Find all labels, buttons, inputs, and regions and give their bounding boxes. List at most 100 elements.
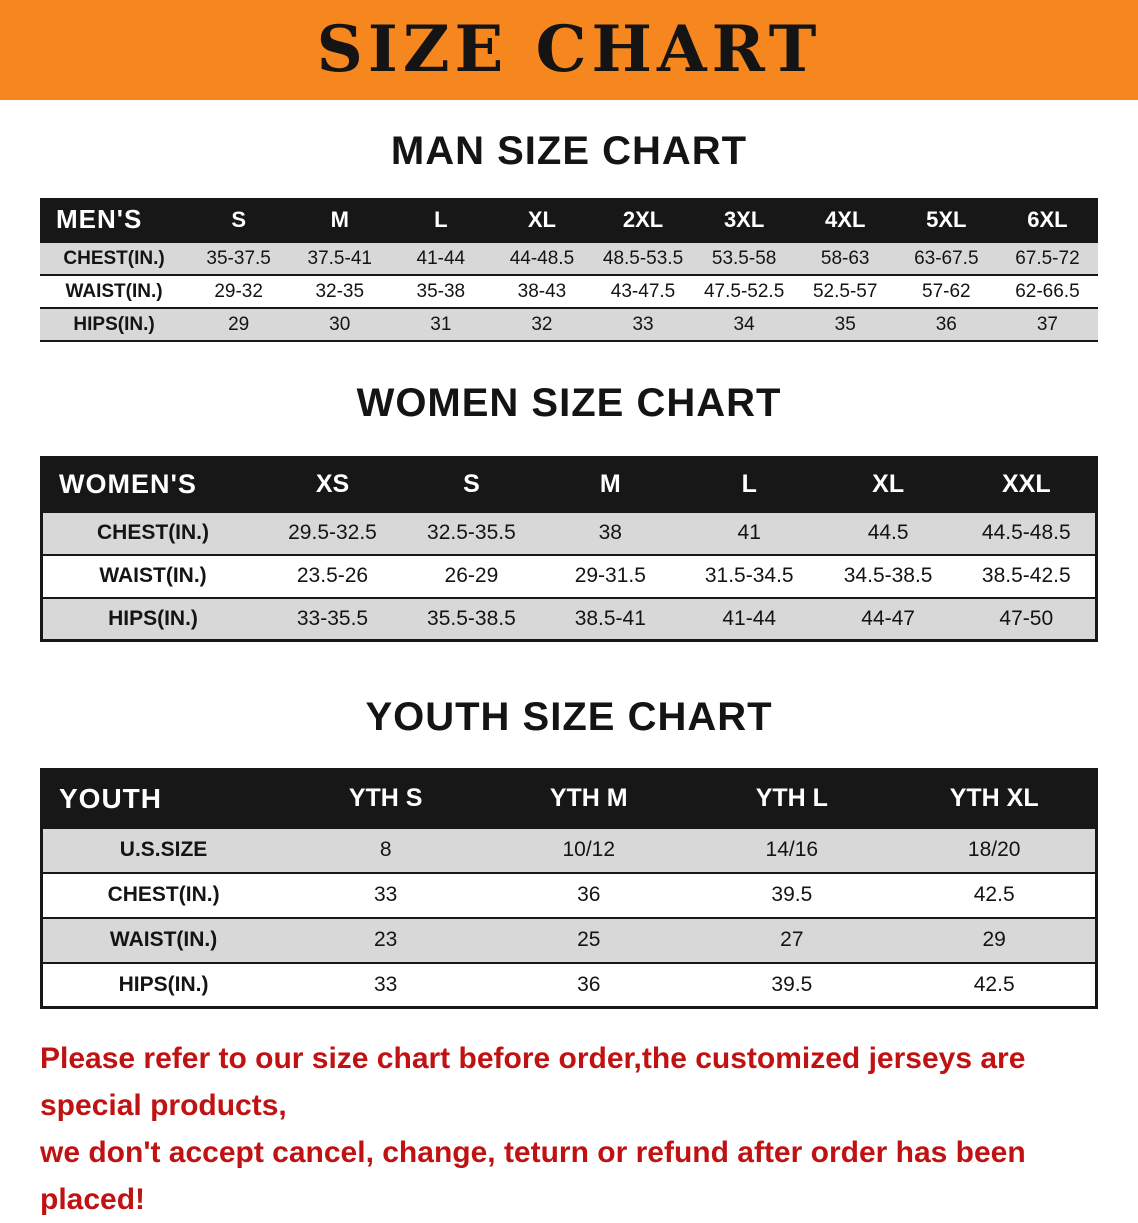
- measurement-value: 10/12: [562, 838, 616, 861]
- measurement-value: 32.5-35.5: [427, 521, 516, 544]
- measurement-label: HIPS(IN.): [118, 972, 209, 996]
- disclaimer-note: Please refer to our size chart before or…: [40, 1035, 1098, 1223]
- measurement-value: 37.5-41: [307, 247, 372, 269]
- measurement-value: 44-48.5: [509, 247, 575, 269]
- measurement-value: 29: [228, 313, 250, 335]
- measurement-value: 47.5-52.5: [703, 280, 785, 302]
- size-column-header: XL: [491, 198, 593, 242]
- measurement-value: 53.5-58: [711, 247, 777, 269]
- youth-size-table: YOUTH YTH S YTH M YTH L YTH XL U.S.SIZE 8 10/12…: [40, 768, 1098, 1009]
- size-column-header: 6XL: [996, 198, 1098, 242]
- youth-size-chart-heading: YOUTH SIZE CHART: [365, 695, 773, 739]
- measurement-value: 31.5-34.5: [704, 564, 794, 587]
- size-column-header: M: [289, 198, 391, 242]
- measurement-value: 23: [374, 928, 398, 951]
- measurement-value: 32: [531, 313, 553, 335]
- measurement-value: 63-67.5: [914, 247, 979, 269]
- size-column-header: 2XL: [592, 198, 694, 242]
- measurement-value: 29: [982, 928, 1006, 951]
- size-column-header: L: [679, 457, 819, 512]
- measurement-value: 36: [935, 313, 957, 335]
- measurement-label: WAIST(IN.): [99, 564, 207, 587]
- measurement-value: 31: [430, 313, 452, 335]
- size-column-header: YTH L: [690, 769, 894, 828]
- measurement-value: 43-47.5: [610, 280, 676, 302]
- measurement-value: 18/20: [967, 838, 1021, 861]
- measurement-label: HIPS(IN.): [73, 313, 155, 335]
- measurement-value: 33-35.5: [296, 606, 369, 630]
- table-title-cell: MEN'S: [40, 198, 189, 242]
- measurement-row: WAIST(IN.) 23 25 27 29: [41, 917, 1097, 963]
- measurement-row: U.S.SIZE 8 10/12 14/16 18/20: [41, 827, 1097, 873]
- size-column-header: S: [188, 198, 290, 242]
- disclaimer-line-2: we don't accept cancel, change, teturn o…: [40, 1136, 1026, 1216]
- measurement-value: 67.5-72: [1015, 247, 1080, 269]
- measurement-row: WAIST(IN.) 29-32 32-35 35-38 38-43 43-47.5 47.…: [40, 275, 1098, 308]
- measurement-value: 47-50: [999, 606, 1054, 630]
- man-size-table: MEN'S S M L XL 2XL 3XL 4XL 5XL 6XL CHEST(IN.) 35-37…: [40, 198, 1098, 342]
- measurement-value: 57-62: [922, 280, 971, 302]
- measurement-value: 27: [780, 928, 804, 951]
- measurement-value: 41-44: [416, 247, 466, 269]
- measurement-value: 44-47: [861, 606, 915, 630]
- measurement-label: HIPS(IN.): [108, 606, 198, 630]
- measurement-value: 36: [577, 972, 601, 996]
- size-column-header: XS: [263, 457, 402, 512]
- measurement-value: 44.5-48.5: [981, 521, 1071, 544]
- measurement-value: 26-29: [444, 564, 499, 587]
- measurement-value: 38.5-41: [574, 606, 646, 630]
- measurement-value: 42.5: [973, 883, 1015, 906]
- measurement-row: CHEST(IN.) 35-37.5 37.5-41 41-44 44-48.5 48.5…: [40, 242, 1098, 275]
- man-size-chart-section: MAN SIZE CHART MEN'S S M L XL 2XL 3XL 4XL 5XL 6XL…: [0, 130, 1138, 342]
- measurement-row: CHEST(IN.) 33 36 39.5 42.5: [41, 872, 1097, 918]
- measurement-value: 38-43: [517, 280, 567, 302]
- women-size-chart-section: WOMEN SIZE CHART WOMEN'S XS S M L XL XXL CHEST(…: [0, 382, 1138, 642]
- measurement-row: CHEST(IN.) 29.5-32.5 32.5-35.5 38 41 44.5 44.5…: [41, 511, 1097, 555]
- measurement-value: 14/16: [765, 838, 819, 861]
- measurement-value: 23.5-26: [296, 564, 369, 587]
- measurement-row: WAIST(IN.) 23.5-26 26-29 29-31.5 31.5-34.5 34…: [41, 554, 1097, 598]
- measurement-value: 33: [632, 313, 654, 335]
- measurement-value: 34.5-38.5: [843, 564, 933, 587]
- measurement-value: 36: [577, 883, 601, 906]
- size-column-header: XL: [818, 457, 958, 512]
- measurement-value: 39.5: [771, 972, 813, 996]
- measurement-value: 32-35: [315, 280, 365, 302]
- table-title-cell: WOMEN'S: [41, 457, 264, 512]
- measurement-value: 48.5-53.5: [602, 247, 684, 269]
- measurement-value: 42.5: [973, 972, 1015, 996]
- size-column-header: 4XL: [794, 198, 896, 242]
- women-size-chart-heading: WOMEN SIZE CHART: [356, 381, 782, 425]
- measurement-value: 58-63: [820, 247, 870, 269]
- measurement-value: 39.5: [771, 883, 813, 906]
- measurement-label: CHEST(IN.): [63, 247, 165, 269]
- measurement-row: HIPS(IN.) 33 36 39.5 42.5: [41, 962, 1097, 1008]
- measurement-value: 35-37.5: [206, 247, 271, 269]
- disclaimer-line-1: Please refer to our size chart before or…: [40, 1042, 1026, 1122]
- measurement-label: CHEST(IN.): [107, 883, 220, 906]
- size-column-header: YTH M: [487, 769, 691, 828]
- measurement-label: WAIST(IN.): [65, 280, 163, 302]
- table-header-row: MEN'S S M L XL 2XL 3XL 4XL 5XL 6XL: [40, 198, 1098, 242]
- size-column-header: S: [401, 457, 541, 512]
- size-column-header: 3XL: [693, 198, 795, 242]
- measurement-value: 29-31.5: [574, 564, 646, 587]
- measurement-value: 25: [577, 928, 601, 951]
- measurement-value: 34: [733, 313, 755, 335]
- measurement-value: 38.5-42.5: [981, 564, 1071, 587]
- size-column-header: XXL: [957, 457, 1097, 512]
- table-header-row: WOMEN'S XS S M L XL XXL: [41, 457, 1097, 512]
- measurement-value: 35.5-38.5: [427, 606, 516, 630]
- size-column-header: 5XL: [895, 198, 997, 242]
- women-size-table: WOMEN'S XS S M L XL XXL CHEST(IN.) 29.5-32.5 32.5…: [40, 456, 1098, 642]
- measurement-row: HIPS(IN.) 33-35.5 35.5-38.5 38.5-41 41-44 44-…: [41, 597, 1097, 641]
- measurement-value: 29-32: [214, 280, 263, 302]
- measurement-value: 35: [834, 313, 856, 335]
- measurement-value: 38: [598, 521, 622, 544]
- measurement-value: 62-66.5: [1015, 280, 1080, 302]
- measurement-value: 41-44: [722, 606, 777, 630]
- size-column-header: M: [540, 457, 680, 512]
- measurement-value: 29.5-32.5: [288, 521, 377, 544]
- size-column-header: L: [390, 198, 492, 242]
